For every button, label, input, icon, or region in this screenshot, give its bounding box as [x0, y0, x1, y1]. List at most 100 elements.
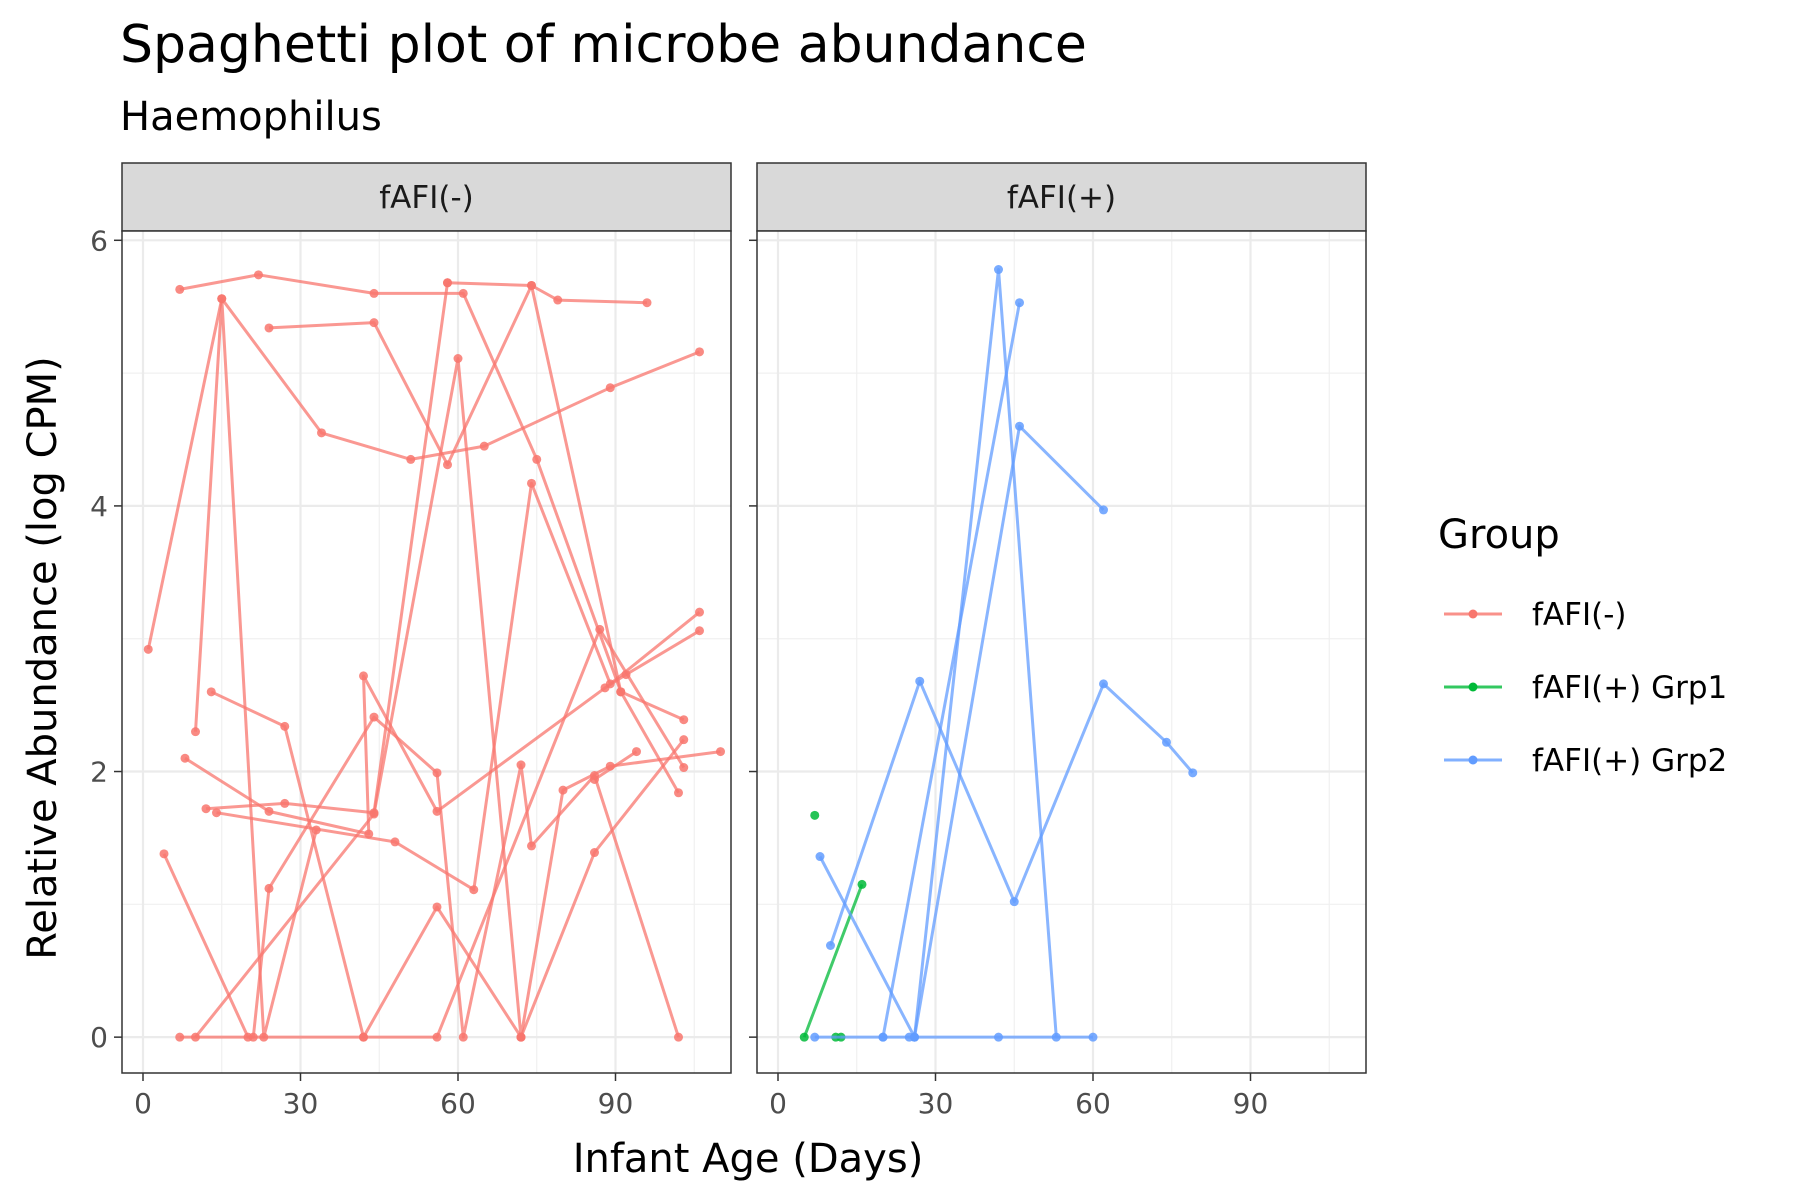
- data-point: [1015, 298, 1024, 308]
- legend-title: Group: [1438, 512, 1560, 558]
- data-point: [994, 265, 1003, 275]
- series-line: [210, 627, 686, 1039]
- data-point: [605, 679, 615, 689]
- legend-label: fAFI(+) Grp1: [1532, 670, 1727, 706]
- data-point: [826, 941, 835, 951]
- data-point: [369, 288, 379, 298]
- data-point: [175, 284, 185, 294]
- data-point: [443, 278, 452, 288]
- chart-title: Spaghetti plot of microbe abundance: [120, 15, 1087, 75]
- facet-strip-label: fAFI(-): [379, 180, 473, 216]
- data-point: [1099, 505, 1108, 515]
- data-point: [532, 454, 542, 464]
- data-point: [406, 454, 416, 464]
- x-tick-label: 60: [440, 1087, 476, 1120]
- data-point: [180, 753, 190, 763]
- data-point: [390, 837, 400, 847]
- data-point: [810, 810, 820, 820]
- data-point: [369, 318, 379, 328]
- data-point: [915, 676, 925, 686]
- data-point: [527, 478, 536, 488]
- data-point: [432, 1032, 442, 1042]
- series-line: [881, 302, 1021, 1038]
- data-point: [642, 298, 652, 308]
- facet-panels: fAFI(-) 0 30 60 90 0 2 4 6 fAFI(+) 0 30 60 90: [90, 162, 1367, 1120]
- data-point: [443, 460, 452, 470]
- data-point: [679, 763, 689, 773]
- data-point: [191, 727, 200, 737]
- data-point: [695, 607, 704, 617]
- panel-background: [122, 231, 731, 1073]
- data-point: [632, 747, 641, 757]
- data-point: [1009, 897, 1019, 907]
- legend-label: fAFI(-): [1532, 597, 1626, 633]
- data-point: [280, 721, 290, 731]
- data-point: [527, 280, 536, 290]
- data-point: [143, 644, 153, 654]
- data-point: [432, 768, 442, 778]
- data-point: [1099, 679, 1108, 689]
- legend-key-point: [1468, 682, 1478, 692]
- x-tick-label: 30: [918, 1087, 954, 1120]
- data-point: [674, 1032, 683, 1042]
- data-point: [159, 849, 169, 859]
- series-line: [179, 715, 680, 1039]
- x-tick-label: 90: [598, 1087, 634, 1120]
- data-point: [590, 774, 599, 784]
- legend-key-point: [1468, 755, 1478, 765]
- y-tick-label: 6: [90, 224, 108, 257]
- series-line: [205, 282, 449, 815]
- data-point: [695, 347, 704, 357]
- data-point: [910, 1032, 919, 1042]
- series-line: [447, 281, 648, 305]
- data-point: [254, 270, 263, 280]
- series-line: [194, 297, 318, 1039]
- data-point: [359, 1032, 368, 1042]
- data-point: [317, 428, 326, 438]
- data-point: [264, 323, 274, 333]
- data-point: [857, 879, 867, 889]
- data-point: [217, 294, 227, 304]
- data-point: [1188, 768, 1198, 778]
- data-point: [191, 1032, 200, 1042]
- data-point: [674, 788, 683, 798]
- data-point: [264, 883, 274, 893]
- data-point: [206, 687, 216, 697]
- data-point: [212, 808, 221, 818]
- panel-border: [756, 230, 1367, 1074]
- series-line: [593, 750, 638, 781]
- chart-subtitle: Haemophilus: [120, 94, 382, 140]
- y-tick-label: 4: [90, 490, 108, 523]
- data-point: [799, 1032, 809, 1042]
- data-point: [878, 1032, 888, 1042]
- facet-strip: [121, 162, 732, 232]
- y-tick-label: 2: [90, 756, 108, 789]
- data-point: [369, 712, 379, 722]
- panel-fafi-pos: fAFI(+) 0 30 60 90: [749, 162, 1367, 1120]
- legend: Group fAFI(-) fAFI(+) Grp1 fAFI(+) Grp2: [1438, 512, 1727, 779]
- data-point: [558, 785, 568, 795]
- x-tick-label: 0: [769, 1087, 787, 1120]
- series-line: [818, 268, 1058, 1039]
- data-point: [359, 671, 368, 681]
- data-point: [815, 852, 825, 862]
- series-line: [216, 481, 701, 892]
- data-point: [1162, 737, 1171, 747]
- facet-strip-label: fAFI(+): [1007, 180, 1116, 216]
- data-point: [453, 353, 463, 363]
- data-point: [369, 809, 379, 819]
- data-point: [595, 624, 605, 634]
- data-point: [590, 848, 599, 858]
- data-point: [527, 841, 536, 851]
- data-point: [605, 383, 615, 393]
- series-line: [829, 679, 1194, 946]
- x-tick-label: 30: [283, 1087, 319, 1120]
- data-point: [716, 747, 725, 757]
- x-tick-label: 60: [1075, 1087, 1111, 1120]
- legend-key-point: [1468, 609, 1478, 619]
- x-axis-title: Infant Age (Days): [573, 1136, 924, 1182]
- data-point: [994, 1032, 1003, 1042]
- y-axis-title: Relative Abundance (log CPM): [20, 356, 66, 960]
- x-tick-label: 90: [1233, 1087, 1269, 1120]
